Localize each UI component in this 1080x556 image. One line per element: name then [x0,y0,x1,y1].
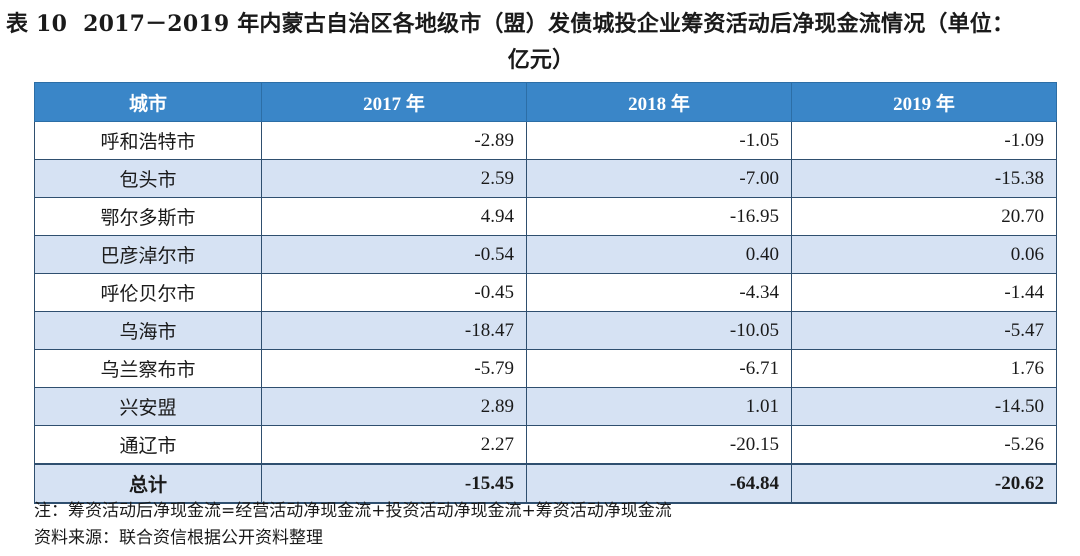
value-2019: 1.76 [791,349,1057,388]
value-2018: -16.95 [526,197,792,236]
value-2017: 2.89 [261,387,527,426]
total-label: 总计 [34,463,262,504]
table-row: 呼和浩特市 -2.89 -1.05 -1.09 [34,121,1057,160]
value-2018: 0.40 [526,235,792,274]
value-2017: -2.89 [261,121,527,160]
header-2018: 2018 年 [526,82,792,122]
total-2018: -64.84 [526,463,792,504]
header-2017: 2017 年 [261,82,527,122]
city-cell: 呼和浩特市 [34,121,262,160]
value-2017: -18.47 [261,311,527,350]
value-2019: -5.47 [791,311,1057,350]
value-2018: -4.34 [526,273,792,312]
value-2017: 2.27 [261,425,527,465]
city-cell: 乌海市 [34,311,262,350]
value-2017: -5.79 [261,349,527,388]
value-2019: 20.70 [791,197,1057,236]
value-2017: 4.94 [261,197,527,236]
total-row: 总计 -15.45 -64.84 -20.62 [34,463,1057,504]
value-2017: 2.59 [261,159,527,198]
cashflow-table: 城市 2017 年 2018 年 2019 年 呼和浩特市 -2.89 -1.0… [34,82,1057,504]
value-2018: -1.05 [526,121,792,160]
value-2018: -6.71 [526,349,792,388]
value-2019: 0.06 [791,235,1057,274]
value-2019: -1.44 [791,273,1057,312]
city-cell: 通辽市 [34,425,262,465]
table-caption: 表 10 2017－2019 年内蒙古自治区各地级市（盟）发债城投企业筹资活动后净… [6,6,1076,78]
city-cell: 巴彦淖尔市 [34,235,262,274]
caption-line-1: 表 10 2017－2019 年内蒙古自治区各地级市（盟）发债城投企业筹资活动后净… [6,6,1076,42]
value-2018: -7.00 [526,159,792,198]
header-2019: 2019 年 [791,82,1057,122]
value-2017: -0.54 [261,235,527,274]
table-row: 乌海市 -18.47 -10.05 -5.47 [34,311,1057,350]
table-row: 通辽市 2.27 -20.15 -5.26 [34,425,1057,465]
table-row: 包头市 2.59 -7.00 -15.38 [34,159,1057,198]
value-2018: -10.05 [526,311,792,350]
formula-note: 注：筹资活动后净现金流=经营活动净现金流+投资活动净现金流+筹资活动净现金流 [34,501,672,521]
header-city: 城市 [34,82,262,122]
value-2019: -1.09 [791,121,1057,160]
value-2019: -15.38 [791,159,1057,198]
city-cell: 乌兰察布市 [34,349,262,388]
header-row: 城市 2017 年 2018 年 2019 年 [34,82,1057,122]
table-row: 呼伦贝尔市 -0.45 -4.34 -1.44 [34,273,1057,312]
caption-label: 表 10 [6,11,68,37]
city-cell: 呼伦贝尔市 [34,273,262,312]
value-2019: -5.26 [791,425,1057,465]
caption-title-1: 2017－2019 年内蒙古自治区各地级市（盟）发债城投企业筹资活动后净现金流情… [83,11,1015,37]
city-cell: 鄂尔多斯市 [34,197,262,236]
table-row: 巴彦淖尔市 -0.54 0.40 0.06 [34,235,1057,274]
caption-title-2: 亿元） [507,47,575,73]
value-2018: 1.01 [526,387,792,426]
value-2017: -0.45 [261,273,527,312]
table-notes: 注：筹资活动后净现金流=经营活动净现金流+投资活动净现金流+筹资活动净现金流 资… [34,498,672,552]
source-note: 资料来源：联合资信根据公开资料整理 [34,528,323,548]
total-2019: -20.62 [791,463,1057,504]
table-row: 兴安盟 2.89 1.01 -14.50 [34,387,1057,426]
city-cell: 兴安盟 [34,387,262,426]
total-2017: -15.45 [261,463,527,504]
table-row: 鄂尔多斯市 4.94 -16.95 20.70 [34,197,1057,236]
value-2019: -14.50 [791,387,1057,426]
value-2018: -20.15 [526,425,792,465]
city-cell: 包头市 [34,159,262,198]
table-row: 乌兰察布市 -5.79 -6.71 1.76 [34,349,1057,388]
